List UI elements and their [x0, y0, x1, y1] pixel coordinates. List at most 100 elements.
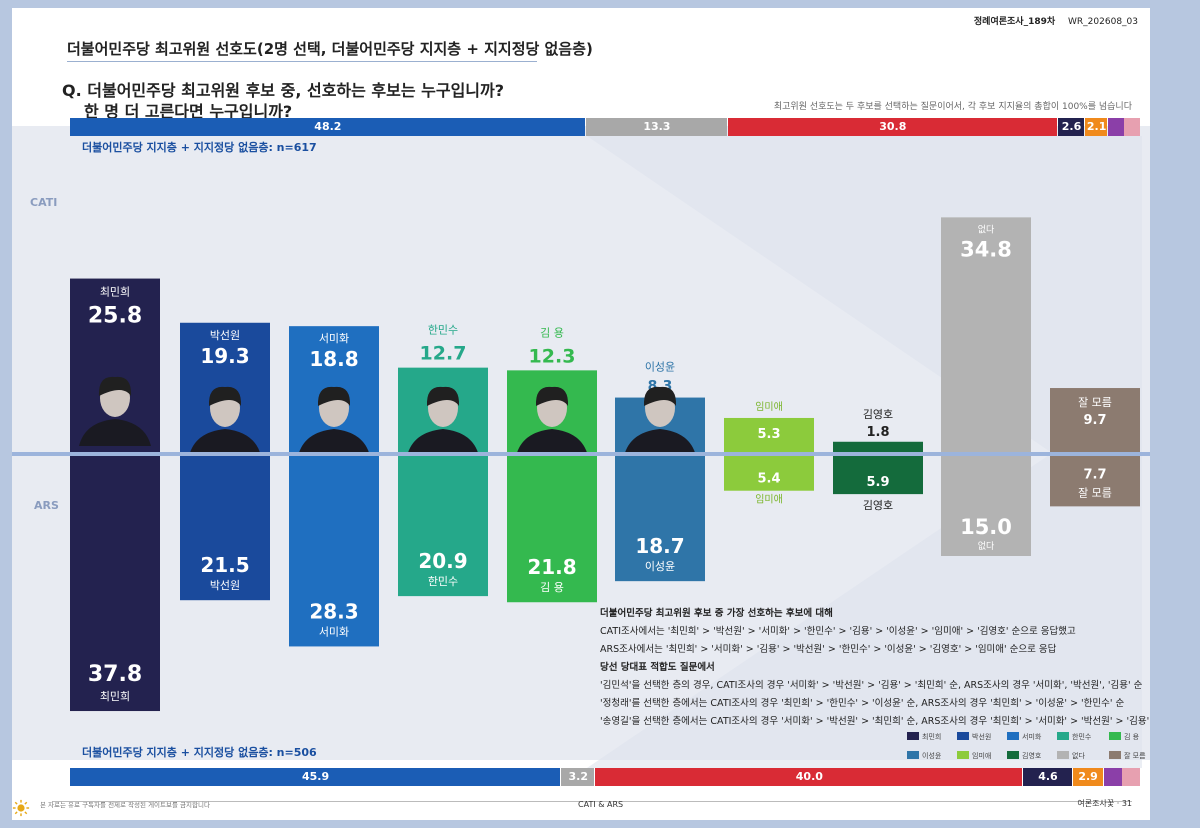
- bar-value-ars: 15.0: [960, 515, 1012, 539]
- legend-swatch: [957, 751, 969, 759]
- bar-label-ars: 잘 모름: [1078, 486, 1112, 499]
- bar-value-cati: 25.8: [88, 304, 142, 329]
- bar-ars: [941, 454, 1031, 556]
- bar-label-cati: 잘 모름: [1078, 396, 1112, 409]
- stack-top-other-segment: [1107, 118, 1124, 136]
- legend-swatch: [1057, 751, 1069, 759]
- bar-value-ars: 21.8: [527, 555, 576, 579]
- bar-value-cati: 34.8: [960, 237, 1012, 261]
- question-line-1: Q. 더불어민주당 최고위원 후보 중, 선호하는 후보는 누구입니까?: [62, 81, 505, 100]
- bar-label-cati: 김 용: [540, 326, 564, 339]
- summary-line: 당선 당대표 적합도 질문에서: [600, 662, 715, 673]
- bar-label-ars: 한민수: [428, 575, 458, 588]
- legend-swatch: [1109, 732, 1121, 740]
- bar-label-cati: 임미애: [755, 400, 783, 413]
- bar-ars: [180, 454, 270, 601]
- stack-top-value: 48.2: [314, 120, 342, 133]
- bar-label-ars: 박선원: [210, 579, 240, 592]
- bar-value-ars: 20.9: [418, 549, 467, 573]
- bar-value-cati: 12.3: [529, 345, 576, 367]
- stack-top-value: 2.6: [1061, 120, 1082, 133]
- group-label-top: 더불어민주당 지지층 + 지지정당 없음층: n=617: [82, 141, 317, 154]
- bar-label-cati: 김영호: [863, 408, 893, 421]
- legend-swatch: [907, 732, 919, 740]
- candidate-photo-icon: [189, 386, 261, 456]
- legend-swatch: [957, 732, 969, 740]
- candidate-photo-icon: [407, 386, 479, 456]
- bar-ars: [70, 454, 160, 712]
- report-code: WR_202608_03: [1068, 17, 1138, 27]
- stack-top-segment: [70, 118, 585, 136]
- question-text: Q. 더불어민주당 최고위원 후보 중, 선호하는 후보는 누구입니까? 한 명…: [62, 80, 542, 122]
- footer-page: 여론조사꽃 · 31: [1077, 799, 1132, 808]
- slide: 정례여론조사_189차 WR_202608_03 더불어민주당 최고위원 선호도…: [12, 8, 1150, 820]
- footer-divider: [52, 801, 1132, 802]
- bar-ars: [724, 454, 814, 491]
- stack-bottom-other-segment: [1103, 768, 1122, 786]
- bar-value-cati: 18.8: [309, 347, 358, 371]
- summary-line: '김민석'을 선택한 층의 경우, CATI조사의 경우 '서미화' > '박선…: [600, 680, 1143, 691]
- bar-cati: [1050, 388, 1140, 454]
- footer-method: CATI & ARS: [578, 800, 624, 809]
- legend-label: 김영호: [1022, 752, 1042, 760]
- candidate-photo-icon: [298, 386, 370, 456]
- bar-value-ars: 28.3: [309, 599, 358, 623]
- bar-ars: [615, 454, 705, 582]
- stack-bottom-segment: [70, 768, 561, 786]
- candidate-photo-icon: [624, 386, 696, 456]
- stack-top-other-segment: [1123, 118, 1140, 136]
- stack-bottom-value: 2.9: [1078, 770, 1098, 783]
- legend-label: 한민수: [1072, 733, 1092, 741]
- bar-ars: [507, 454, 597, 603]
- stack-bottom-segment: [1072, 768, 1103, 786]
- bar-label-ars: 없다: [978, 541, 995, 552]
- bar-ars: [1050, 454, 1140, 507]
- candidate-photo-icon: [516, 386, 588, 456]
- summary-line: 더불어민주당 최고위원 후보 중 가장 선호하는 후보에 대해: [600, 608, 833, 619]
- stack-top-segment: [585, 118, 728, 136]
- bar-ars: [289, 454, 379, 647]
- bar-label-ars: 김영호: [863, 499, 893, 512]
- stack-bottom-segment: [595, 768, 1023, 786]
- candidate-photo-icon: [79, 376, 151, 446]
- legend-swatch: [1007, 751, 1019, 759]
- stack-bottom-other-segment: [1121, 768, 1140, 786]
- bar-cati: [941, 217, 1031, 454]
- stack-top-segment: [1085, 118, 1107, 136]
- stack-bottom-value: 3.2: [568, 770, 588, 783]
- logo-flower-icon: [12, 799, 30, 817]
- bar-value-ars: 37.8: [88, 662, 142, 687]
- bar-value-ars: 21.5: [200, 553, 249, 577]
- group-label-bottom: 더불어민주당 지지층 + 지지정당 없음층: n=506: [82, 746, 317, 759]
- stack-bottom-value: 4.6: [1038, 770, 1058, 783]
- report-header: 정례여론조사_189차 WR_202608_03: [974, 14, 1138, 27]
- stack-bottom-value: 45.9: [301, 770, 330, 783]
- footer-disclaimer: 본 자료는 유료 구독자를 전제로 작성된 게이트보를 금지합니다: [40, 801, 210, 809]
- stack-top-value: 13.3: [643, 120, 671, 133]
- legend-label: 이성윤: [922, 752, 942, 760]
- page-title: 더불어민주당 최고위원 선호도(2명 선택, 더불어민주당 지지층 + 지지정당…: [67, 40, 593, 58]
- bar-label-ars: 이성윤: [645, 560, 675, 573]
- stack-bottom-segment: [1023, 768, 1072, 786]
- legend-label: 없다: [1072, 752, 1085, 760]
- bar-ars: [833, 454, 923, 495]
- legend-swatch: [1007, 732, 1019, 740]
- bar-value-ars: 7.7: [1083, 467, 1106, 482]
- note-text: 최고위원 선호도는 두 후보를 선택하는 질문이어서, 각 후보 지지율의 총합…: [773, 102, 1132, 112]
- title-divider: [67, 61, 537, 62]
- bar-chart: 최민희25.837.8최민희박선원19.321.5박선원서미화18.828.3서…: [12, 136, 1150, 768]
- summary-line: '정청래'를 선택한 층에서는 CATI조사의 경우 '최민희' > '한민수'…: [600, 698, 1125, 709]
- bar-value-cati: 1.8: [866, 425, 889, 440]
- bar-label-cati: 이성윤: [645, 361, 675, 374]
- bar-label-cati: 박선원: [210, 329, 240, 342]
- bar-label-ars: 최민희: [100, 690, 130, 703]
- summary-line: ARS조사에서는 '최민희' > '서미화' > '김용' > '박선원' > …: [600, 644, 1057, 655]
- legend-label: 최민희: [922, 733, 942, 741]
- bar-label-ars: 임미애: [755, 493, 783, 506]
- bar-label-cati: 한민수: [428, 324, 458, 337]
- source-label: 정례여론조사_189차: [973, 17, 1056, 27]
- bar-label-cati: 없다: [978, 224, 995, 235]
- bar-cati: [724, 417, 814, 454]
- legend-label: 서미화: [1022, 733, 1042, 741]
- bar-value-ars: 5.4: [757, 472, 780, 487]
